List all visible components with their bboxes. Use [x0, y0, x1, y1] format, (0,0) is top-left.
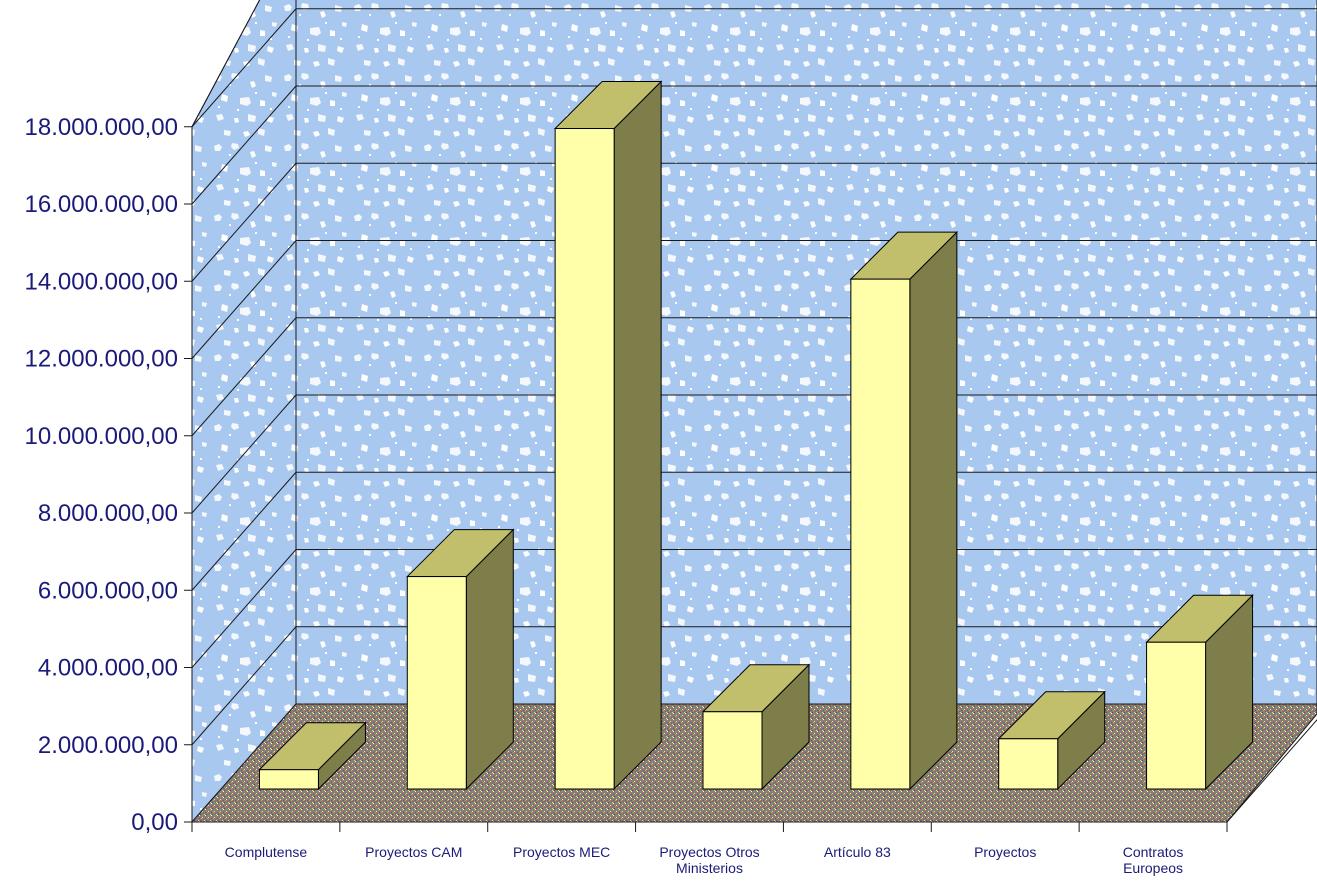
bar-front	[998, 738, 1059, 790]
y-tick-label: 14.000.000,00	[25, 268, 178, 295]
x-tick-label: Artículo 83	[824, 844, 891, 860]
floor-right-edge	[1226, 719, 1317, 823]
x-tick-label-line: Complutense	[225, 844, 308, 860]
y-tick-label: 2.000.000,00	[38, 732, 178, 759]
gridline	[191, 240, 1317, 359]
x-tick-label-line: Ministerios	[676, 860, 743, 876]
gridline	[191, 162, 1317, 282]
y-tick-label: 10.000.000,00	[25, 423, 178, 450]
x-tick-label-line: Europeos	[1123, 860, 1183, 876]
gridline	[191, 317, 1317, 437]
y-tick-label: 0,00	[131, 809, 178, 836]
bar	[1145, 594, 1254, 791]
y-tick-label: 8.000.000,00	[38, 500, 178, 527]
bar-side	[909, 230, 958, 791]
x-tick-label-line: Contratos	[1123, 844, 1184, 860]
y-tick-label: 4.000.000,00	[38, 655, 178, 682]
bar	[997, 690, 1106, 791]
x-tick-label-line: Proyectos CAM	[365, 844, 462, 860]
x-tick-label: Proyectos	[974, 844, 1036, 860]
bar	[258, 721, 367, 791]
gridline	[191, 394, 1317, 514]
x-tick-label: Contratos Europeos	[1123, 844, 1184, 876]
bar	[553, 80, 663, 791]
x-tick-label: Proyectos MEC	[513, 844, 610, 860]
bar	[406, 528, 515, 791]
x-tick-label: Proyectos Otros Ministerios	[659, 844, 759, 876]
y-tick-label: 18.000.000,00	[25, 114, 178, 141]
gridline	[191, 85, 1317, 205]
bar-side	[613, 80, 662, 791]
x-tick-label: Proyectos CAM	[365, 844, 462, 860]
x-tick-label: Complutense	[225, 844, 308, 860]
side-wall	[191, 0, 297, 824]
bar-front	[406, 576, 467, 790]
x-tick-label-line: Proyectos	[974, 844, 1036, 860]
bar-front	[1146, 641, 1207, 790]
wall-top-edge	[191, 0, 261, 127]
bar	[849, 230, 959, 791]
gridline	[191, 471, 1317, 591]
y-tick-label: 12.000.000,00	[25, 346, 178, 373]
bar-front	[850, 278, 911, 790]
gridline	[191, 8, 1317, 128]
bar-front	[554, 128, 615, 790]
y-tick-label: 16.000.000,00	[25, 191, 178, 218]
x-tick-label-line: Proyectos MEC	[513, 844, 610, 860]
bar-front	[702, 711, 763, 790]
x-tick-label-line: Proyectos Otros	[659, 844, 759, 860]
bar	[701, 663, 811, 791]
x-tick-label-line: Artículo 83	[824, 844, 891, 860]
bar-front	[258, 769, 319, 790]
y-tick-label: 6.000.000,00	[38, 577, 178, 604]
